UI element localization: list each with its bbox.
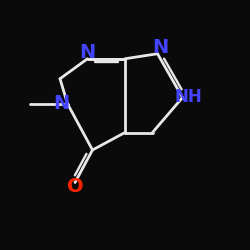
Text: N: N [152, 38, 168, 57]
Text: N: N [80, 43, 96, 62]
Text: N: N [53, 94, 70, 113]
Text: NH: NH [175, 88, 203, 106]
Text: O: O [67, 177, 83, 196]
